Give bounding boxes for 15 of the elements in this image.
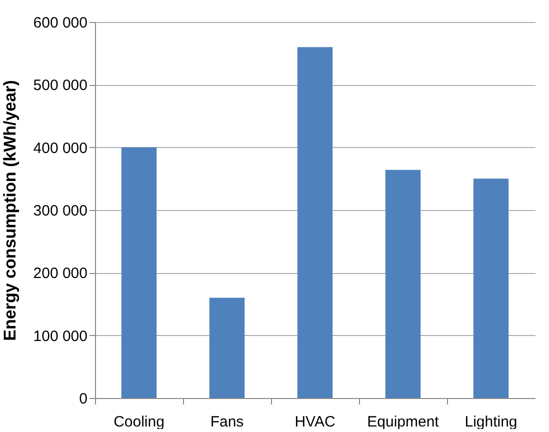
y-tick-label: 200 000 [33,265,88,282]
bar [209,298,245,398]
bar [385,170,421,398]
y-tick-label: 600 000 [33,14,88,32]
y-tick-label: 0 [79,390,88,408]
x-tick-label: HVAC [294,414,336,430]
y-tick-label: 300 000 [33,202,88,220]
bar [297,47,333,398]
y-axis-title: Energy consumption (kWh/year) [0,80,20,341]
y-tick-label: 400 000 [33,140,88,157]
y-tick-label: 100 000 [33,328,88,345]
bar [121,147,157,398]
y-tick-label: 500 000 [33,77,88,94]
x-tick-label: Fans [210,414,244,430]
bar [473,178,509,398]
